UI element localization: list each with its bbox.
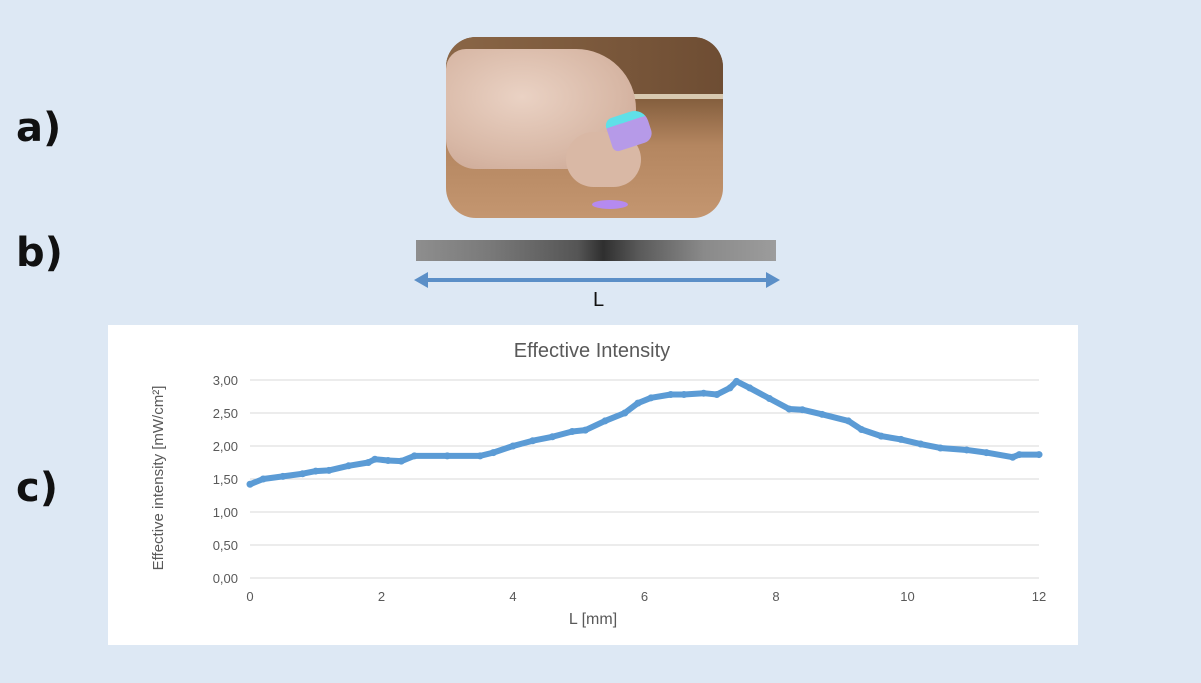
data-point xyxy=(345,462,353,470)
data-point xyxy=(798,406,806,414)
intensity-strip-image xyxy=(416,240,776,261)
data-point xyxy=(877,432,885,440)
data-point xyxy=(897,435,905,443)
data-point xyxy=(982,449,990,457)
data-point xyxy=(325,466,333,474)
chart-container: Effective Intensity 0,00 0,50 1,00 1,50 2,00… xyxy=(108,325,1078,645)
data-point xyxy=(246,480,254,488)
data-point xyxy=(384,457,392,465)
y-tick-label: 2,00 xyxy=(213,439,238,454)
y-axis-label: Effective intensity [mW/cm²] xyxy=(150,386,167,571)
data-point xyxy=(1035,451,1043,459)
photo-hand-holding-filter xyxy=(446,37,723,218)
data-point xyxy=(963,446,971,454)
x-tick-label: 0 xyxy=(246,589,253,604)
data-point xyxy=(844,417,852,425)
effective-intensity-chart: Effective Intensity 0,00 0,50 1,00 1,50 2,00… xyxy=(150,340,1046,628)
data-point xyxy=(1009,453,1017,461)
x-tick-label: 12 xyxy=(1032,589,1046,604)
data-point xyxy=(259,475,267,483)
data-point xyxy=(364,459,372,466)
data-point xyxy=(529,437,537,445)
data-point xyxy=(299,470,307,478)
data-point xyxy=(667,391,675,399)
data-point xyxy=(857,426,865,433)
data-point xyxy=(713,391,721,399)
x-tick-label: 2 xyxy=(378,589,385,604)
data-point xyxy=(785,405,793,413)
y-tick-label: 1,00 xyxy=(213,505,238,520)
data-point xyxy=(765,394,773,402)
y-tick-label: 0,50 xyxy=(213,538,238,553)
length-label: L xyxy=(593,289,605,311)
x-tick-label: 10 xyxy=(900,589,914,604)
data-point xyxy=(680,391,688,399)
y-tick-label: 2,50 xyxy=(213,406,238,421)
data-point xyxy=(647,394,655,402)
data-point xyxy=(581,426,589,434)
data-point xyxy=(279,472,287,480)
data-point xyxy=(397,457,405,465)
x-axis-label: L [mm] xyxy=(569,611,617,628)
data-point xyxy=(601,417,609,425)
panel-label-c: c) xyxy=(16,465,58,511)
data-point xyxy=(746,384,754,392)
data-point xyxy=(476,452,484,460)
data-point xyxy=(634,399,642,407)
chart-title: Effective Intensity xyxy=(514,340,670,362)
panel-label-a: a) xyxy=(16,105,62,151)
data-point xyxy=(371,455,379,463)
double-arrow-icon xyxy=(414,272,780,288)
data-point xyxy=(443,452,451,460)
data-point xyxy=(917,440,925,448)
data-point xyxy=(936,444,944,452)
data-point xyxy=(733,377,741,385)
x-tick-label: 6 xyxy=(641,589,648,604)
data-point xyxy=(489,449,497,457)
data-point xyxy=(568,427,576,435)
data-point xyxy=(410,452,418,460)
x-tick-label: 8 xyxy=(772,589,779,604)
data-point xyxy=(548,433,556,441)
data-point xyxy=(1015,451,1023,459)
panel-label-b: b) xyxy=(16,230,63,276)
data-point xyxy=(509,442,517,450)
y-tick-label: 1,50 xyxy=(213,472,238,487)
data-point xyxy=(621,409,629,417)
y-tick-label: 3,00 xyxy=(213,373,238,388)
data-point xyxy=(312,467,320,475)
x-tick-label: 4 xyxy=(509,589,516,604)
data-point xyxy=(726,384,734,392)
data-point xyxy=(700,389,708,397)
y-tick-label: 0,00 xyxy=(213,571,238,586)
series-line xyxy=(247,378,1042,488)
data-point xyxy=(818,410,826,418)
